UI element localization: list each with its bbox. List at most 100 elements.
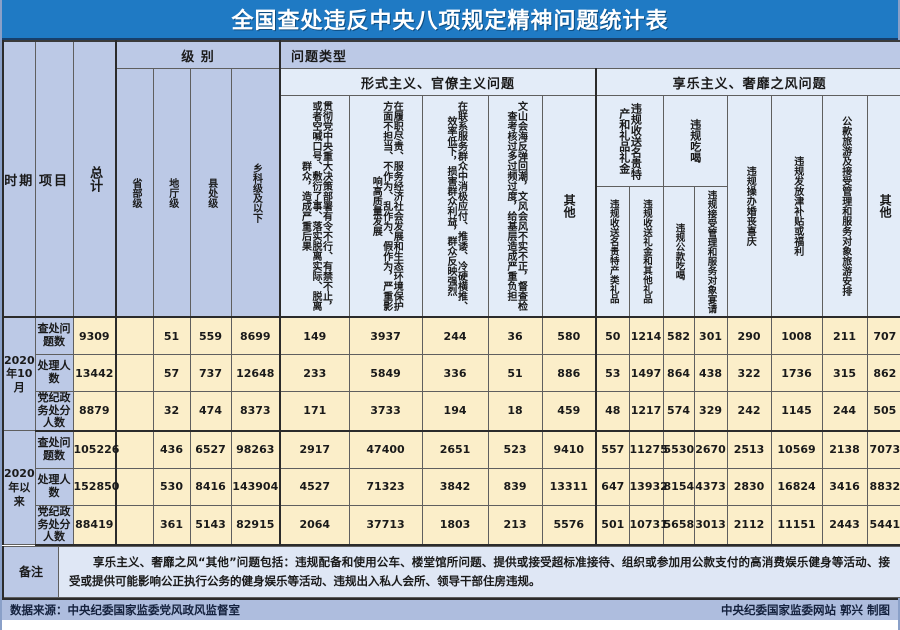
cell-level-prefecture: 51 (152, 316, 191, 355)
cell-formalism-other: 580 (541, 316, 597, 355)
cell-formalism-2: 37713 (348, 504, 423, 546)
cell-hedonism-7: 2443 (821, 504, 868, 546)
cell-formalism-2: 5849 (348, 354, 423, 392)
header-hedonism-gift-sub-1: 违规收送名贵特产类礼品 (595, 186, 630, 319)
cell-formalism-1: 2064 (279, 504, 350, 546)
cell-formalism-3: 244 (421, 316, 489, 355)
cell-hedonism-3: 5658 (662, 504, 695, 546)
cell-hedonism-7: 315 (821, 354, 868, 392)
cell-level-county: 559 (189, 316, 232, 355)
cell-hedonism-7: 2138 (821, 430, 868, 469)
cell-total: 152850 (72, 467, 119, 506)
note-label: 备注 (2, 545, 59, 598)
cell-formalism-3: 3842 (421, 467, 489, 506)
row-label: 处理人数 (34, 467, 74, 506)
header-level-county: 县处级 (189, 68, 232, 318)
cell-hedonism-5: 2513 (726, 430, 772, 469)
cell-formalism-3: 194 (421, 390, 489, 432)
cell-hedonism-other: 7073 (866, 430, 900, 469)
cell-hedonism-5: 322 (726, 354, 772, 392)
cell-total: 8879 (72, 390, 117, 432)
cell-hedonism-other: 707 (866, 316, 900, 355)
header-total: 总计 (72, 40, 117, 318)
cell-level-provincial (115, 354, 154, 392)
cell-hedonism-1: 53 (595, 354, 630, 392)
credit: 中央纪委国家监委网站 郭兴 制图 (720, 602, 890, 617)
cell-formalism-1: 149 (279, 316, 350, 355)
header-formalism-col-2: 在履职尽责、服务经济社会发展和生态环境保护方面不担当、不作为、乱作为、假作为，严… (348, 95, 423, 318)
header-formalism-col-1: 贯彻党中央重大决策部署有令不行、有禁不止，或者空喊口号、敷衍了事、落实脱离实际、… (279, 95, 350, 318)
cell-hedonism-5: 290 (726, 316, 772, 355)
cell-hedonism-2: 1214 (628, 316, 664, 355)
cell-hedonism-3: 582 (662, 316, 695, 355)
cell-hedonism-3: 574 (662, 390, 695, 432)
header-level-provincial: 省部级 (115, 68, 154, 318)
cell-total: 105226 (72, 430, 119, 469)
cell-level-prefecture: 361 (152, 504, 191, 546)
cell-level-township: 8699 (230, 316, 281, 355)
header-formalism-col-3: 在联系服务群众中消极应付、推诿、冷硬横推、效率低下，损害群众利益，群众反映强烈 (421, 95, 489, 318)
header-hedonism-banquet-sub-2: 违规接受管理和服务对象宴请 (693, 186, 728, 319)
cell-hedonism-4: 4373 (693, 467, 728, 506)
header-hedonism-gift-sub-2: 违规收送礼金和其他礼品 (628, 186, 664, 319)
period-label: 2020年10月 (2, 316, 36, 432)
table-row: 2020年以来 查处问题数 105226 436 6527 98263 2917… (2, 430, 900, 546)
row-label: 党纪政务处分人数 (34, 390, 74, 432)
title-bar: 全国查处违反中央八项规定精神问题统计表 (2, 0, 898, 40)
page-title: 全国查处违反中央八项规定精神问题统计表 (231, 9, 669, 34)
cell-formalism-3: 1803 (421, 504, 489, 546)
cell-hedonism-6: 10569 (770, 430, 823, 469)
cell-level-provincial (115, 504, 154, 546)
cell-hedonism-6: 16824 (770, 467, 823, 506)
cell-hedonism-4: 301 (693, 316, 728, 355)
footnote-table: 备注 享乐主义、奢靡之风“其他”问题包括：违规配备和使用公车、楼堂馆所问题、提供… (2, 545, 900, 598)
header-hedonism-banquet-group: 违规吃喝 (662, 94, 728, 188)
header-level-prefecture: 地厅级 (152, 68, 191, 318)
row-label: 党纪政务处分人数 (34, 504, 74, 546)
table-row: 党纪政务处分人数 88419 361 5143 82915 2064 37713… (3, 504, 900, 546)
cell-level-prefecture: 32 (152, 390, 191, 432)
cell-formalism-2: 3937 (348, 316, 423, 355)
cell-level-township: 98263 (230, 430, 281, 469)
row-label: 处理人数 (34, 354, 74, 392)
cell-level-township: 82915 (230, 504, 281, 546)
cell-formalism-1: 233 (279, 354, 350, 392)
cell-hedonism-6: 1145 (770, 390, 823, 432)
cell-hedonism-3: 8154 (662, 467, 695, 506)
cell-hedonism-4: 329 (693, 390, 728, 432)
cell-hedonism-6: 1008 (770, 316, 823, 355)
cell-formalism-4: 36 (487, 316, 543, 355)
row-label: 查处问题数 (34, 430, 74, 469)
header-hedonism-wedding: 违规操办婚丧喜庆 (726, 95, 772, 318)
cell-hedonism-7: 3416 (821, 467, 868, 506)
header-problem-type-group: 问题类型 (279, 40, 900, 69)
cell-hedonism-6: 11151 (770, 504, 823, 546)
cell-hedonism-4: 3013 (693, 504, 728, 546)
cell-level-prefecture: 436 (152, 430, 191, 469)
header-hedonism-group: 享乐主义、奢靡之风问题 (595, 68, 900, 96)
cell-hedonism-5: 242 (726, 390, 772, 432)
table-row: 处理人数 13442 57 737 12648 233 5849 336 51 … (3, 354, 900, 392)
cell-hedonism-1: 647 (595, 467, 630, 506)
cell-formalism-1: 4527 (279, 467, 350, 506)
cell-formalism-other: 9410 (541, 430, 597, 469)
cell-level-township: 143904 (230, 467, 281, 506)
cell-formalism-2: 47400 (348, 430, 423, 469)
header-hedonism-allowance: 违规发放津补贴或福利 (770, 95, 823, 318)
table-row: 2020年10月 查处问题数 9309 51 559 8699 149 3937… (2, 316, 900, 432)
cell-hedonism-7: 244 (821, 390, 868, 432)
cell-formalism-1: 171 (279, 390, 350, 432)
cell-hedonism-2: 10731 (628, 504, 668, 546)
cell-hedonism-1: 48 (595, 390, 630, 432)
cell-hedonism-4: 2670 (693, 430, 728, 469)
cell-hedonism-other: 505 (866, 390, 900, 432)
header-hedonism-banquet-sub-1: 违规公款吃喝 (662, 186, 695, 319)
cell-level-township: 8373 (230, 390, 281, 432)
cell-hedonism-2: 13932 (628, 467, 668, 506)
cell-hedonism-other: 5441 (866, 504, 900, 546)
cell-hedonism-2: 1497 (628, 354, 664, 392)
cell-formalism-1: 2917 (279, 430, 350, 469)
header-hedonism-travel: 公款旅游及接受管理和服务对象旅游安排 (821, 95, 868, 318)
cell-total: 88419 (72, 504, 117, 546)
statistics-table: 时期 项目 总计 级 别 问题类型 省部级 地厅级 县处级 (2, 40, 900, 546)
